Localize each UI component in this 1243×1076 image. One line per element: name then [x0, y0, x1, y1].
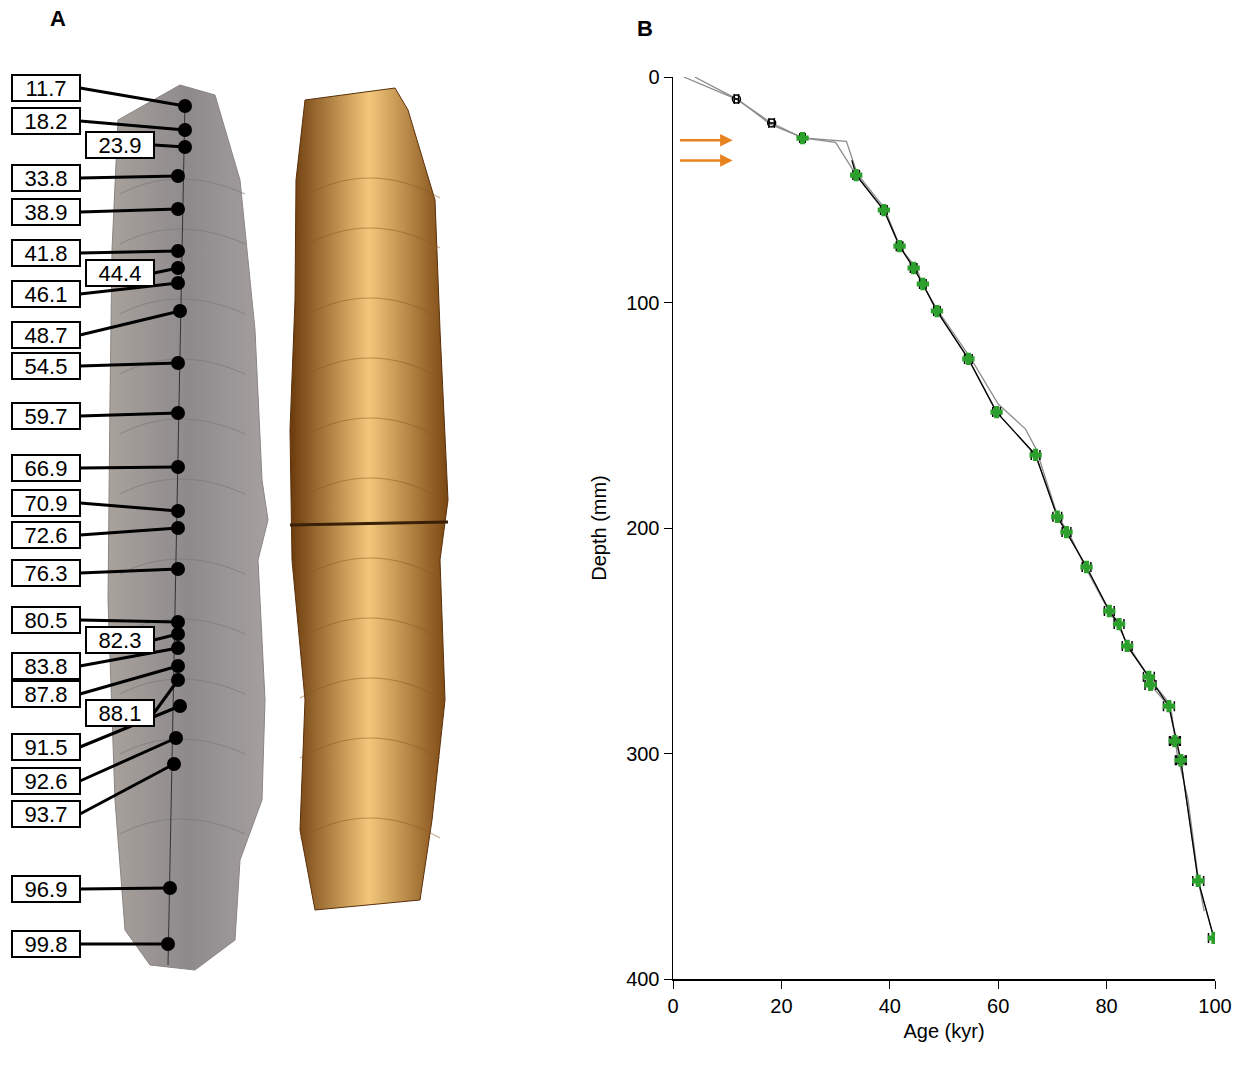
html-text:A: A: [50, 6, 66, 31]
svg-text:88.1: 88.1: [99, 701, 142, 726]
svg-text:44.4: 44.4: [99, 261, 142, 286]
svg-text:99.8: 99.8: [25, 932, 68, 957]
svg-text:38.9: 38.9: [25, 200, 68, 225]
svg-text:18.2: 18.2: [25, 109, 68, 134]
svg-text:80: 80: [1095, 995, 1117, 1017]
svg-text:41.8: 41.8: [25, 241, 68, 266]
svg-text:82.3: 82.3: [99, 628, 142, 653]
svg-text:23.9: 23.9: [99, 133, 142, 158]
svg-text:Age (kyr): Age (kyr): [903, 1020, 984, 1042]
svg-text:Depth (mm): Depth (mm): [588, 475, 610, 581]
svg-text:200: 200: [626, 517, 659, 539]
svg-text:33.8: 33.8: [25, 166, 68, 191]
svg-text:72.6: 72.6: [25, 523, 68, 548]
svg-text:11.7: 11.7: [25, 76, 66, 101]
svg-text:76.3: 76.3: [25, 561, 68, 586]
svg-text:100: 100: [1198, 995, 1231, 1017]
svg-text:96.9: 96.9: [25, 877, 68, 902]
svg-text:70.9: 70.9: [25, 491, 68, 516]
svg-text:59.7: 59.7: [25, 404, 68, 429]
svg-text:54.5: 54.5: [25, 354, 68, 379]
svg-text:300: 300: [626, 743, 659, 765]
svg-text:0: 0: [667, 995, 678, 1017]
svg-text:93.7: 93.7: [25, 802, 68, 827]
svg-text:40: 40: [879, 995, 901, 1017]
svg-text:91.5: 91.5: [25, 735, 68, 760]
svg-text:60: 60: [987, 995, 1009, 1017]
svg-text:87.8: 87.8: [25, 682, 68, 707]
svg-text:20: 20: [770, 995, 792, 1017]
svg-text:400: 400: [626, 968, 659, 990]
html-text:B: B: [637, 16, 653, 41]
svg-text:48.7: 48.7: [25, 323, 68, 348]
svg-text:100: 100: [626, 292, 659, 314]
svg-text:0: 0: [648, 66, 659, 88]
svg-text:46.1: 46.1: [25, 282, 68, 307]
svg-text:66.9: 66.9: [25, 456, 68, 481]
svg-text:83.8: 83.8: [25, 654, 68, 679]
svg-text:80.5: 80.5: [25, 608, 68, 633]
svg-text:92.6: 92.6: [25, 769, 68, 794]
